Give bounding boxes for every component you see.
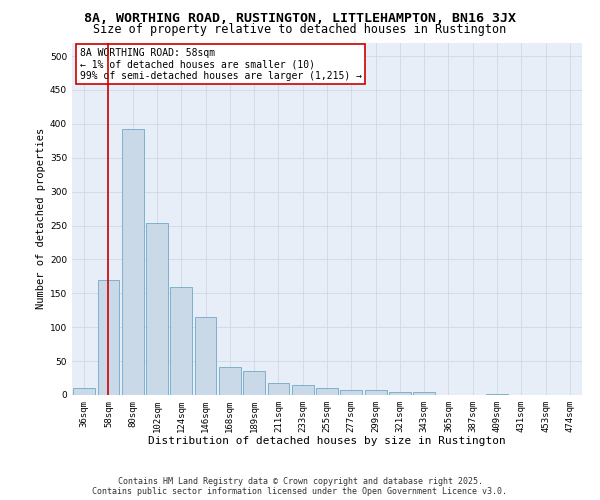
Bar bbox=[340, 390, 362, 395]
Bar bbox=[486, 394, 508, 395]
X-axis label: Distribution of detached houses by size in Rustington: Distribution of detached houses by size … bbox=[148, 436, 506, 446]
Bar bbox=[170, 286, 192, 395]
Bar bbox=[194, 317, 217, 395]
Bar bbox=[97, 280, 119, 395]
Bar bbox=[268, 383, 289, 395]
Text: 8A, WORTHING ROAD, RUSTINGTON, LITTLEHAMPTON, BN16 3JX: 8A, WORTHING ROAD, RUSTINGTON, LITTLEHAM… bbox=[84, 12, 516, 26]
Bar bbox=[146, 224, 168, 395]
Y-axis label: Number of detached properties: Number of detached properties bbox=[36, 128, 46, 310]
Bar bbox=[219, 366, 241, 395]
Bar bbox=[316, 388, 338, 395]
Bar bbox=[365, 390, 386, 395]
Bar bbox=[73, 388, 95, 395]
Bar bbox=[292, 385, 314, 395]
Text: Size of property relative to detached houses in Rustington: Size of property relative to detached ho… bbox=[94, 22, 506, 36]
Bar bbox=[243, 370, 265, 395]
Bar bbox=[389, 392, 411, 395]
Text: Contains HM Land Registry data © Crown copyright and database right 2025.
Contai: Contains HM Land Registry data © Crown c… bbox=[92, 476, 508, 496]
Bar bbox=[122, 128, 143, 395]
Bar bbox=[413, 392, 435, 395]
Text: 8A WORTHING ROAD: 58sqm
← 1% of detached houses are smaller (10)
99% of semi-det: 8A WORTHING ROAD: 58sqm ← 1% of detached… bbox=[80, 48, 362, 81]
